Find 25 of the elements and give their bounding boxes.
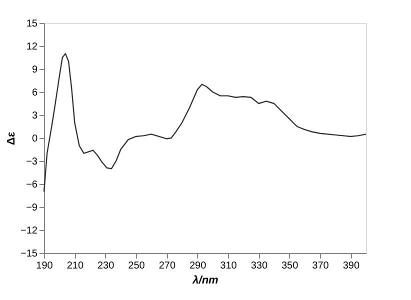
x-tick-label: 190 xyxy=(36,260,54,272)
y-tick-label: 6 xyxy=(32,88,38,98)
x-tick-label: 250 xyxy=(128,260,146,272)
y-axis-title: Δε xyxy=(6,131,18,146)
line-series xyxy=(43,53,367,192)
y-tick-label: −12 xyxy=(20,226,38,236)
x-tick-label: 210 xyxy=(66,260,84,272)
y-tick-label: −3 xyxy=(26,156,38,168)
x-tick-label: 350 xyxy=(281,260,299,272)
y-tick-label: 9 xyxy=(32,64,38,76)
y-tick-label: −9 xyxy=(26,202,38,214)
y-tick-label: 3 xyxy=(32,110,38,122)
y-tick-label: −6 xyxy=(26,180,38,190)
x-tick-label: 230 xyxy=(97,260,115,272)
x-tick-label: 290 xyxy=(189,260,207,272)
y-tick-label: 15 xyxy=(26,18,38,30)
x-tick-label: 270 xyxy=(158,260,176,272)
x-axis-title: λ/nm xyxy=(192,274,219,286)
x-tick-label: 390 xyxy=(342,260,360,272)
y-tick-label: −15 xyxy=(20,248,38,260)
x-tick-label: 310 xyxy=(220,260,238,272)
x-tick-label: 370 xyxy=(312,260,330,272)
y-tick-label: 0 xyxy=(32,134,38,144)
y-tick-label: 12 xyxy=(26,42,38,52)
x-tick-label: 330 xyxy=(250,260,268,272)
